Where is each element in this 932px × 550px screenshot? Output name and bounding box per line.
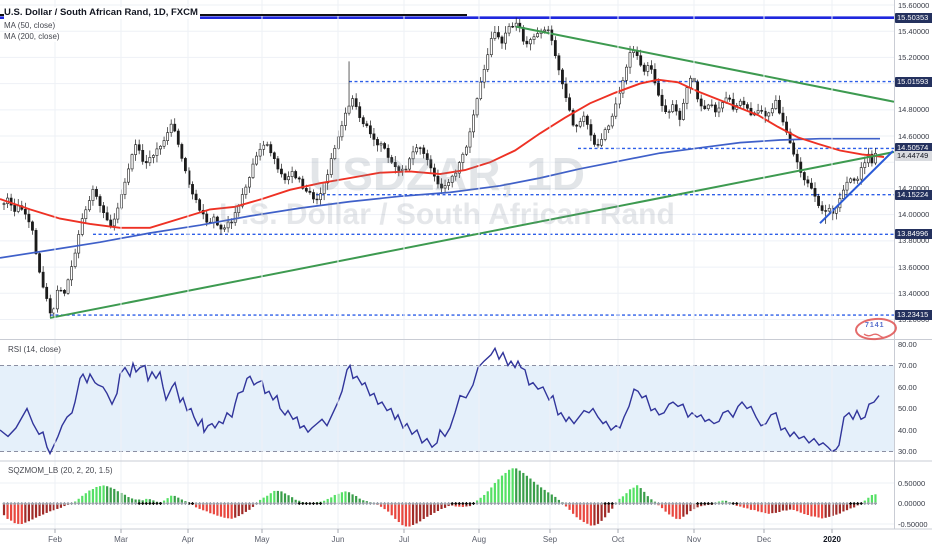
rsi-pane[interactable] [0, 346, 894, 456]
sqz-tick-0.50000: 0.50000 [898, 478, 926, 488]
rsi-tick-80.00: 80.00 [898, 339, 917, 349]
rsi-line [0, 346, 880, 456]
trendline-ascending-support [49, 151, 894, 319]
price-tick-15.40000: 15.40000 [898, 26, 930, 36]
time-axis-label-Jun: Jun [331, 535, 345, 544]
time-axis-label-Feb: Feb [48, 535, 62, 544]
time-axis-label-Aug: Aug [471, 535, 487, 544]
legend-ma50[interactable]: MA (50, close) [4, 21, 59, 31]
time-axis-label-Mar: Mar [114, 535, 128, 544]
time-axis-label-May: May [254, 535, 270, 544]
rsi-tick-70.00: 70.00 [898, 361, 917, 370]
price-level-tag-14.15224: 14.15224 [895, 189, 932, 200]
sqzmom-indicator-label[interactable]: SQZMOM_LB (20, 2, 20, 1.5) [5, 466, 116, 475]
price-tick-15.60000: 15.60000 [898, 0, 930, 10]
time-axis-label-Dec: Dec [756, 535, 772, 544]
sqz-tick--0.50000: -0.50000 [898, 519, 928, 529]
price-tick-14.00000: 14.00000 [898, 210, 930, 220]
sqz-tick-0.00000: 0.00000 [898, 499, 926, 508]
time-axis-label-Jul: Jul [398, 535, 410, 544]
chart-legend: U.S. Dollar / South African Rand, 1D, FX… [4, 2, 200, 42]
main-chart-pane[interactable] [0, 4, 894, 321]
stamp-logo: 7141 [854, 316, 898, 342]
price-level-tag-15.01593: 15.01593 [895, 76, 932, 87]
price-tick-15.20000: 15.20000 [898, 52, 930, 62]
rsi-band [0, 365, 894, 452]
price-tick-14.80000: 14.80000 [898, 105, 930, 115]
symbol-title[interactable]: U.S. Dollar / South African Rand, 1D, FX… [4, 7, 200, 19]
price-tick-14.60000: 14.60000 [898, 131, 930, 141]
legend-ma200[interactable]: MA (200, close) [4, 32, 63, 42]
time-axis-label-Sep: Sep [542, 535, 558, 544]
trendline-descending-resistance [515, 25, 894, 103]
time-axis-label-2020: 2020 [823, 535, 841, 544]
time-axis-label-Nov: Nov [686, 535, 702, 544]
sqzmom-pane[interactable] [0, 468, 894, 527]
price-level-tag-13.84996: 13.84996 [895, 229, 932, 240]
last-price-tag: 14.44749 [895, 151, 932, 162]
time-axis-label-Apr: Apr [181, 535, 195, 544]
price-tick-13.40000: 13.40000 [898, 288, 930, 298]
ma200-line [0, 137, 880, 259]
price-level-tag-15.50353: 15.50353 [895, 12, 932, 23]
price-tick-13.60000: 13.60000 [898, 262, 930, 272]
rsi-tick-30.00: 30.00 [898, 447, 917, 456]
stamp-digits: 7141 [865, 322, 885, 329]
rsi-tick-40.00: 40.00 [898, 425, 917, 435]
title-underline [0, 14, 467, 16]
price-tick-14.20000: 14.20000 [898, 183, 930, 193]
rsi-tick-60.00: 60.00 [898, 382, 917, 392]
rsi-indicator-label[interactable]: RSI (14, close) [5, 345, 64, 354]
price-level-tag-14.50574: 14.50574 [895, 143, 932, 154]
rsi-tick-50.00: 50.00 [898, 404, 917, 413]
ma50-line [0, 78, 885, 229]
price-level-tag-13.23415: 13.23415 [895, 310, 932, 321]
time-axis-label-Oct: Oct [611, 535, 625, 544]
price-tick-13.80000: 13.80000 [898, 236, 930, 246]
